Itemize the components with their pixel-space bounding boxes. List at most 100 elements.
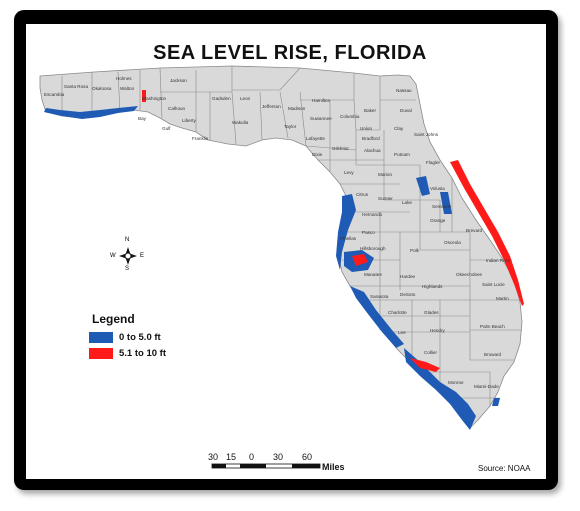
svg-text:DeSoto: DeSoto xyxy=(400,292,416,297)
scale-tick: 0 xyxy=(249,452,255,462)
svg-text:Hamilton: Hamilton xyxy=(312,98,331,103)
svg-text:Sarasota: Sarasota xyxy=(370,294,389,299)
svg-text:Citrus: Citrus xyxy=(356,192,369,197)
scale-tick: 15 xyxy=(226,452,237,462)
svg-text:Nassau: Nassau xyxy=(396,88,412,93)
legend-item-low: 0 to 5.0 ft xyxy=(89,332,161,343)
svg-text:Walton: Walton xyxy=(120,86,135,91)
svg-text:Saint Lucie: Saint Lucie xyxy=(482,282,505,287)
svg-text:Glades: Glades xyxy=(424,310,439,315)
north-label: N xyxy=(125,237,130,243)
svg-text:Monroe: Monroe xyxy=(448,380,464,385)
county-borders xyxy=(61,66,522,406)
svg-text:Franklin: Franklin xyxy=(192,136,209,141)
svg-text:Osceola: Osceola xyxy=(444,240,461,245)
svg-text:Collier: Collier xyxy=(424,350,437,355)
svg-text:Flagler: Flagler xyxy=(426,160,441,165)
panhandle-coast-low xyxy=(44,106,138,119)
svg-text:Hernando: Hernando xyxy=(362,212,383,217)
scale-tick: 60 xyxy=(302,452,313,462)
svg-text:Jackson: Jackson xyxy=(170,78,187,83)
svg-text:Holmes: Holmes xyxy=(116,76,132,81)
east-label: E xyxy=(140,253,145,259)
scale-bar xyxy=(211,463,321,469)
svg-text:Baker: Baker xyxy=(364,108,376,113)
svg-text:Columbia: Columbia xyxy=(340,114,360,119)
legend-label-high: 5.1 to 10 ft xyxy=(119,348,166,359)
svg-text:Madison: Madison xyxy=(288,106,306,111)
svg-text:Sumter: Sumter xyxy=(378,196,393,201)
svg-text:Manatee: Manatee xyxy=(364,272,382,277)
svg-text:Volusia: Volusia xyxy=(430,186,445,191)
svg-text:Suwannee: Suwannee xyxy=(310,116,332,121)
county-labels: Santa Rosa Escambia Okaloosa Walton Holmes… xyxy=(44,76,511,389)
svg-text:Orange: Orange xyxy=(430,218,446,223)
scale-tick: 30 xyxy=(208,452,219,462)
svg-text:Indian River: Indian River xyxy=(486,258,511,263)
svg-text:Okaloosa: Okaloosa xyxy=(92,86,112,91)
svg-text:Bradford: Bradford xyxy=(362,136,380,141)
zone-5-10ft xyxy=(142,90,524,372)
legend-title: Legend xyxy=(92,312,135,326)
svg-text:Dixie: Dixie xyxy=(312,152,323,157)
svg-text:Polk: Polk xyxy=(410,248,420,253)
north-arrow xyxy=(119,247,137,265)
svg-text:Leon: Leon xyxy=(240,96,251,101)
svg-text:Calhoun: Calhoun xyxy=(168,106,186,111)
svg-text:Okeechobee: Okeechobee xyxy=(456,272,482,277)
svg-text:Hendry: Hendry xyxy=(430,328,446,333)
svg-text:Highlands: Highlands xyxy=(422,284,443,289)
panhandle-high xyxy=(142,90,146,102)
bigbend-coast-low xyxy=(336,194,356,270)
jacksonville-low xyxy=(416,176,430,196)
svg-text:Pinellas: Pinellas xyxy=(340,236,357,241)
svg-text:Duval: Duval xyxy=(400,108,412,113)
legend-swatch-red xyxy=(89,348,113,359)
svg-text:Washington: Washington xyxy=(142,96,167,101)
tampa-high xyxy=(352,254,368,266)
east-coast-high xyxy=(450,160,524,306)
svg-text:Miami-Dade: Miami-Dade xyxy=(474,384,499,389)
svg-text:Levy: Levy xyxy=(344,170,354,175)
svg-text:Gulf: Gulf xyxy=(162,126,171,131)
svg-text:Lake: Lake xyxy=(402,200,412,205)
svg-text:Jefferson: Jefferson xyxy=(262,104,281,109)
svg-text:Taylor: Taylor xyxy=(284,124,297,129)
svg-text:Putnam: Putnam xyxy=(394,152,410,157)
scale-tick: 30 xyxy=(273,452,284,462)
source-note: Source: NOAA xyxy=(478,464,531,473)
keys-low xyxy=(492,398,500,406)
legend-item-high: 5.1 to 10 ft xyxy=(89,348,166,359)
west-label: W xyxy=(110,253,116,259)
scale-unit: Miles xyxy=(322,462,345,472)
southwest-coast-low xyxy=(350,286,404,348)
svg-text:Broward: Broward xyxy=(484,352,502,357)
svg-text:Marion: Marion xyxy=(378,172,392,177)
svg-text:Union: Union xyxy=(360,126,372,131)
legend-swatch-blue xyxy=(89,332,113,343)
svg-text:Wakulla: Wakulla xyxy=(232,120,249,125)
svg-text:Gadsden: Gadsden xyxy=(212,96,231,101)
svg-text:Saint Johns: Saint Johns xyxy=(414,132,439,137)
indian-river-low xyxy=(440,192,452,214)
svg-text:Hillsborough: Hillsborough xyxy=(360,246,386,251)
svg-text:Lee: Lee xyxy=(398,330,406,335)
legend-label-low: 0 to 5.0 ft xyxy=(119,332,161,343)
southwest-high xyxy=(410,358,440,372)
svg-text:Charlotte: Charlotte xyxy=(388,310,407,315)
svg-text:Lafayette: Lafayette xyxy=(306,136,325,141)
svg-text:Seminole: Seminole xyxy=(432,204,452,209)
svg-text:Bay: Bay xyxy=(138,116,147,121)
svg-text:Alachua: Alachua xyxy=(364,148,381,153)
map-title: SEA LEVEL RISE, FLORIDA xyxy=(153,42,427,64)
svg-text:Pasco: Pasco xyxy=(362,230,375,235)
svg-text:Liberty: Liberty xyxy=(182,118,196,123)
svg-text:Clay: Clay xyxy=(394,126,404,131)
svg-text:Martin: Martin xyxy=(496,296,509,301)
svg-text:Hardee: Hardee xyxy=(400,274,416,279)
svg-text:Santa Rosa: Santa Rosa xyxy=(64,84,88,89)
florida-land xyxy=(39,65,523,429)
svg-text:Gilchrist: Gilchrist xyxy=(332,146,349,151)
svg-text:Escambia: Escambia xyxy=(44,92,65,97)
